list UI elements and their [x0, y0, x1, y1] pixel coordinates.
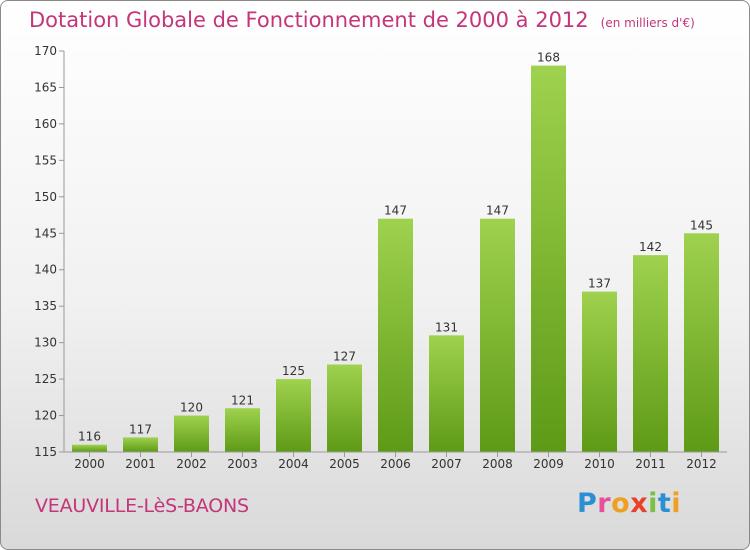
bar-value-label: 117 — [129, 422, 152, 436]
x-tick-label: 2004 — [278, 457, 309, 471]
bar-value-label: 121 — [231, 393, 254, 407]
bar-value-label: 147 — [384, 204, 407, 218]
bar-2012 — [684, 233, 719, 452]
x-tick-label: 2009 — [533, 457, 564, 471]
bar-2001 — [123, 437, 158, 452]
x-tick-label: 2005 — [329, 457, 360, 471]
bar-2008 — [480, 218, 515, 452]
bar-value-label: 127 — [333, 350, 356, 364]
y-axis-ticks: 115 120 125 130 135 140 145 150 155 160 165 170 — [34, 44, 64, 459]
bar-value-label: 116 — [78, 430, 101, 444]
bar-2004 — [276, 379, 311, 452]
logo-letter: i — [671, 488, 682, 519]
logo-letter: P — [577, 488, 598, 519]
y-tick-label: 155 — [34, 153, 57, 167]
bar-2003 — [225, 408, 260, 452]
y-tick-label: 150 — [34, 190, 57, 204]
bar-value-label: 137 — [588, 277, 611, 291]
x-tick-label: 2006 — [380, 457, 411, 471]
bar-value-label: 120 — [180, 401, 203, 415]
bar-2005 — [327, 364, 362, 452]
commune-name: VEAUVILLE-LèS-BAONS — [35, 495, 249, 517]
x-tick-label: 2001 — [125, 457, 156, 471]
y-tick-label: 125 — [34, 372, 57, 386]
y-tick-label: 115 — [34, 445, 57, 459]
bar-value-labels: 116 117 120 121 125 127 147 131 147 168 137 142 145 — [78, 51, 713, 444]
bar-value-label: 145 — [690, 218, 713, 232]
title-unit: (en milliers d'€) — [600, 16, 695, 30]
bar-value-label: 142 — [639, 240, 662, 254]
logo-letter: t — [657, 488, 672, 519]
bar-2007 — [429, 335, 464, 452]
x-axis-labels: 2000 2001 2002 2003 2004 2005 2006 2007 2008 2009… — [74, 452, 717, 471]
bar-2002 — [174, 415, 209, 452]
y-tick-label: 130 — [34, 336, 57, 350]
y-tick-label: 160 — [34, 117, 57, 131]
chart-title: Dotation Globale de Fonctionnement de 20… — [29, 8, 695, 32]
bar-2006 — [378, 218, 413, 452]
proxiti-logo: Proxiti — [577, 488, 681, 519]
x-tick-label: 2002 — [176, 457, 207, 471]
y-tick-label: 170 — [34, 44, 57, 58]
bar-value-label: 131 — [435, 320, 458, 334]
title-main: Dotation Globale de Fonctionnement de 20… — [29, 8, 589, 32]
logo-letter: r — [597, 488, 612, 519]
y-tick-label: 140 — [34, 263, 57, 277]
bar-value-label: 168 — [537, 51, 560, 65]
logo-letter: o — [611, 488, 631, 519]
y-tick-label: 145 — [34, 226, 57, 240]
y-tick-label: 165 — [34, 80, 57, 94]
x-tick-label: 2012 — [686, 457, 717, 471]
bar-value-label: 147 — [486, 204, 509, 218]
logo-letter: x — [630, 488, 649, 519]
bars — [72, 65, 719, 452]
bar-2000 — [72, 444, 107, 452]
x-tick-label: 2007 — [431, 457, 462, 471]
y-tick-label: 135 — [34, 299, 57, 313]
logo-letter: i — [648, 488, 658, 519]
bar-value-label: 125 — [282, 364, 305, 378]
x-tick-label: 2003 — [227, 457, 258, 471]
bar-2010 — [582, 291, 617, 452]
bar-2011 — [633, 255, 668, 452]
x-tick-label: 2011 — [635, 457, 666, 471]
x-tick-label: 2008 — [482, 457, 513, 471]
bar-2009 — [531, 65, 566, 452]
x-tick-label: 2000 — [74, 457, 105, 471]
y-tick-label: 120 — [34, 409, 57, 423]
x-tick-label: 2010 — [584, 457, 615, 471]
